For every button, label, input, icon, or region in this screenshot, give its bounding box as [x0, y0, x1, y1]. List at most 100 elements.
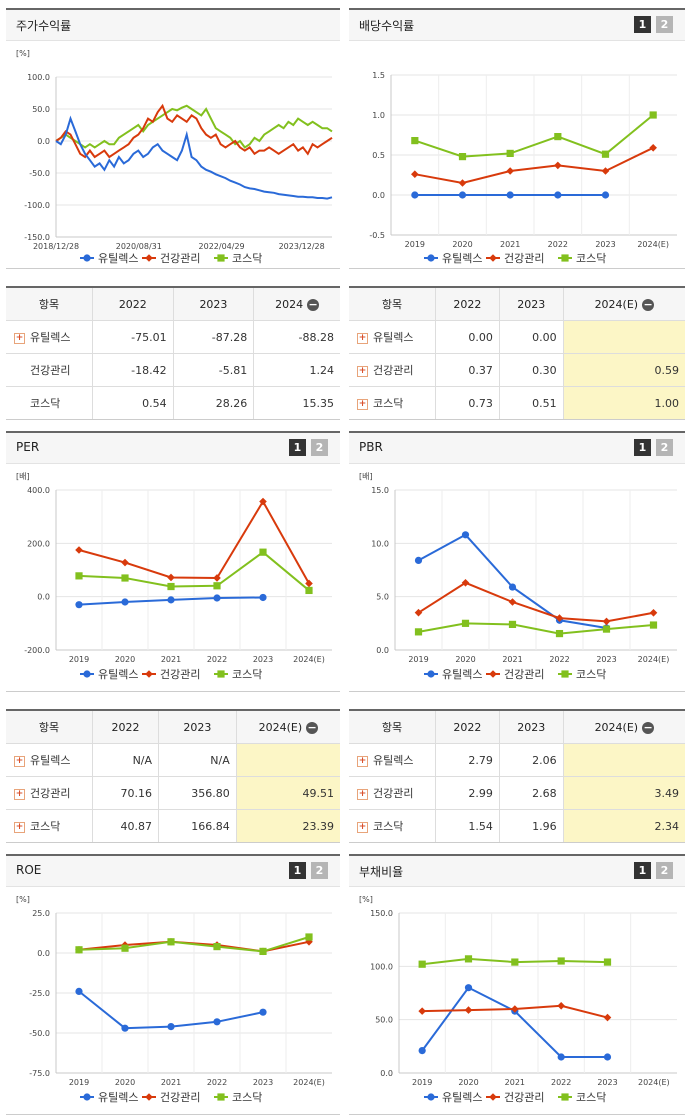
chart-header: PBR 1 2: [349, 433, 685, 464]
table-cell: 166.84: [158, 809, 237, 843]
collapse-icon[interactable]: −: [306, 720, 319, 734]
data-point: [506, 191, 514, 199]
row-label: + 건강관리: [6, 776, 93, 810]
chart-title: PER: [16, 440, 40, 454]
legend-label: 유틸렉스: [442, 1091, 482, 1104]
y-tick-label: 0.0: [372, 191, 385, 200]
chart-title: ROE: [16, 863, 42, 877]
header-item: 항목: [6, 288, 93, 321]
y-unit-label: [%]: [16, 49, 30, 58]
data-point: [418, 1007, 426, 1015]
data-point: [414, 628, 423, 636]
x-tick-label: 2020: [455, 655, 475, 664]
legend-label: 코스닥: [232, 1091, 262, 1104]
x-tick-label: 2021: [500, 240, 520, 249]
table-cell: N/A: [158, 743, 237, 777]
data-point: [305, 586, 313, 595]
page-1-button[interactable]: 1: [289, 862, 306, 879]
y-tick-label: 10.0: [371, 539, 389, 548]
expand-icon[interactable]: +: [357, 821, 368, 833]
y-tick-label: 5.0: [376, 593, 389, 602]
collapse-icon[interactable]: −: [307, 297, 320, 311]
collapse-icon[interactable]: −: [642, 297, 655, 311]
header-2022: 2022: [92, 288, 174, 321]
table-cell: 0.51: [498, 386, 564, 420]
y-tick-label: 1.5: [372, 71, 385, 80]
roe-panel: ROE 1 2 [%] 25.0 0.0 -25.0 -50.0 -75.0 2019 202…: [6, 854, 340, 1115]
x-tick-label: 2023: [253, 655, 273, 664]
page-1-button[interactable]: 1: [634, 16, 651, 33]
expand-icon[interactable]: +: [357, 755, 368, 767]
table-cell: 356.80: [158, 776, 237, 810]
chart-title: 부채비율: [359, 865, 404, 879]
page-1-button[interactable]: 1: [634, 439, 651, 456]
header-2024e: 2024(E) −: [562, 288, 685, 321]
data-point: [602, 617, 611, 626]
data-point: [603, 1013, 612, 1022]
page-2-button[interactable]: 2: [656, 16, 673, 33]
table-row: + 코스닥 1.54 1.96 2.34: [349, 809, 685, 843]
data-point: [458, 191, 467, 199]
chart-title: 배당수익률: [359, 19, 415, 33]
x-tick-label: 2022: [207, 1078, 227, 1087]
legend-label: 유틸렉스: [442, 668, 482, 681]
x-tick-label: 2024(E): [637, 240, 669, 249]
x-tick-label: 2022: [207, 655, 227, 664]
y-unit-label: [%]: [359, 895, 373, 904]
table-cell: [235, 743, 340, 777]
data-point: [213, 582, 221, 590]
table-cell: 2.68: [498, 776, 564, 810]
expand-icon[interactable]: +: [14, 755, 25, 767]
expand-icon[interactable]: +: [14, 821, 25, 833]
expand-icon[interactable]: +: [357, 788, 368, 800]
table-cell: -87.28: [172, 320, 255, 354]
expand-icon[interactable]: +: [14, 332, 25, 344]
data-point: [458, 179, 467, 187]
page-1-button[interactable]: 1: [289, 439, 306, 456]
page-2-button[interactable]: 2: [656, 862, 673, 879]
page-2-button[interactable]: 2: [656, 439, 673, 456]
header-2023: 2023: [158, 711, 237, 744]
legend-label: 건강관리: [160, 1091, 200, 1104]
page-2-button[interactable]: 2: [311, 862, 328, 879]
table-cell: 0.00: [498, 320, 564, 354]
data-point: [418, 960, 426, 968]
stock-return-panel: 주가수익률 [%] 100.0 50.0 0.0 -50.0 -100.0 -150.0 20…: [6, 8, 340, 269]
data-point: [601, 167, 610, 175]
data-point: [75, 946, 83, 954]
expand-icon[interactable]: +: [357, 332, 368, 344]
data-point: [511, 1005, 519, 1013]
page-1-button[interactable]: 1: [634, 862, 651, 879]
expand-icon[interactable]: +: [14, 788, 25, 800]
dividend-yield-chart: 1.5 1.0 0.5 0.0 -0.5 2019 2020 2021 2022 2023 2024…: [369, 71, 677, 265]
collapse-icon[interactable]: −: [642, 720, 655, 734]
table-row: + 코스닥 0.73 0.51 1.00: [349, 386, 685, 420]
data-point: [602, 625, 611, 633]
y-tick-label: 150.0: [370, 909, 393, 918]
y-tick-label: -50.0: [29, 1029, 50, 1038]
data-point: [464, 984, 473, 992]
data-point: [121, 574, 129, 582]
data-point: [145, 254, 153, 262]
expand-icon[interactable]: +: [357, 365, 368, 377]
data-point: [461, 619, 470, 627]
y-tick-label: 0.0: [37, 593, 50, 602]
table-cell: -18.42: [92, 353, 174, 387]
data-point: [259, 548, 267, 556]
header-2022: 2022: [435, 288, 500, 321]
row-label: + 코스닥: [6, 809, 93, 843]
data-point: [411, 170, 419, 178]
expand-icon[interactable]: +: [357, 398, 368, 410]
page-2-button[interactable]: 2: [311, 439, 328, 456]
x-tick-label: 2022: [548, 240, 568, 249]
x-tick-label: 2019: [405, 240, 425, 249]
data-point: [305, 933, 313, 941]
x-tick-label: 2023: [597, 1078, 617, 1087]
data-point: [554, 161, 562, 170]
header-2024: 2024−: [253, 288, 340, 321]
data-point: [508, 583, 517, 591]
x-tick-label: 2021: [161, 655, 181, 664]
series-line: [78, 936, 310, 953]
x-tick-label: 2022/04/29: [199, 242, 245, 251]
y-tick-label: 0.5: [372, 151, 385, 160]
